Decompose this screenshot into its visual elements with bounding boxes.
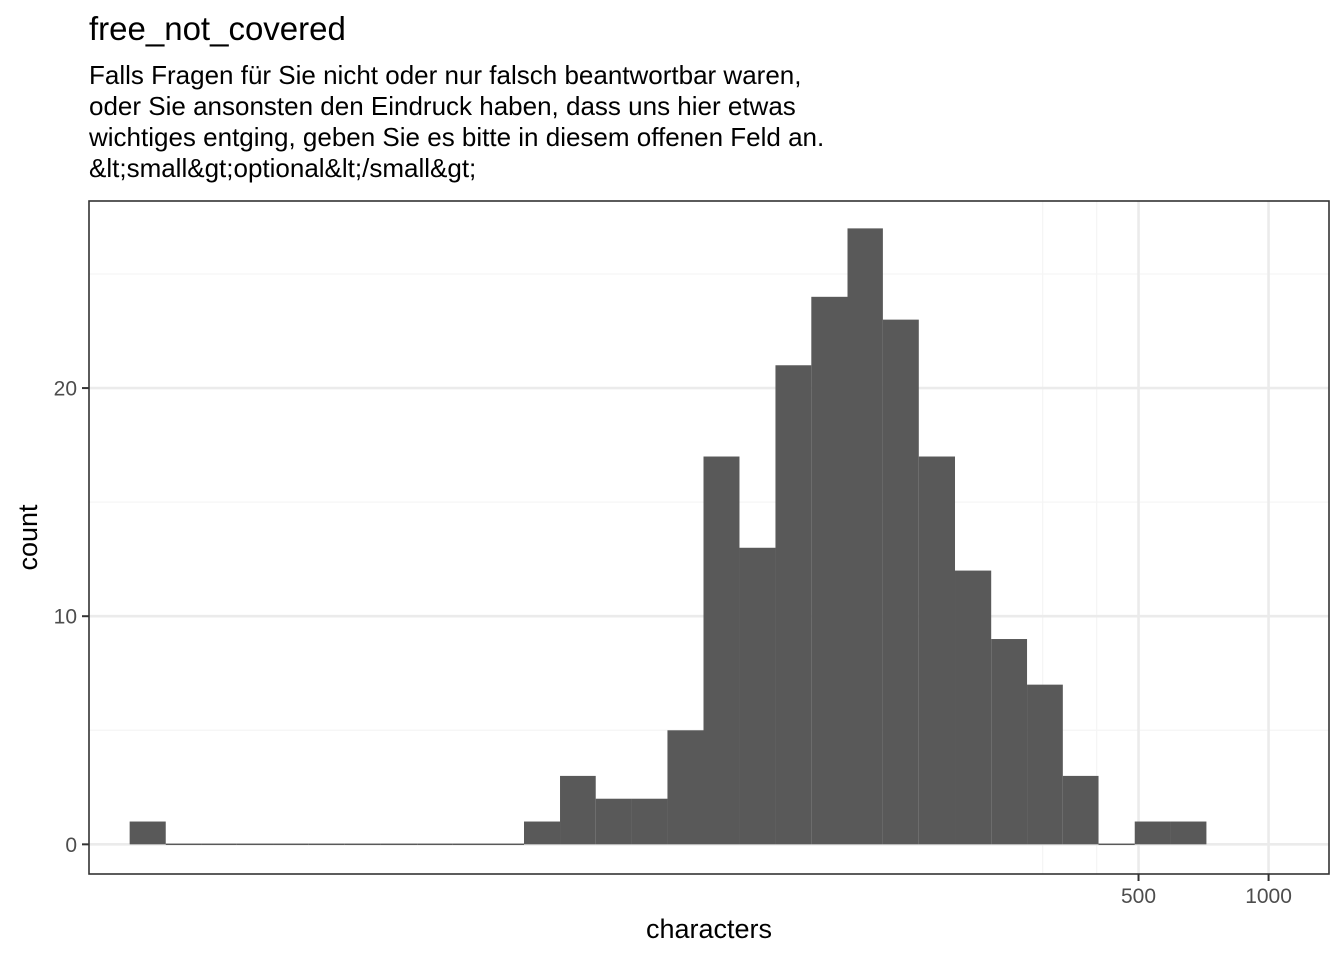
y-tick-label: 0 [65, 834, 77, 857]
chart-title: free_not_covered [89, 10, 346, 47]
x-axis-title: characters [646, 914, 772, 944]
histogram-bar [811, 296, 848, 845]
y-tick-label: 20 [54, 378, 77, 401]
histogram-bar [1170, 821, 1207, 845]
histogram-bar [775, 365, 812, 845]
panel-border [88, 200, 1330, 875]
x-tick-label: 500 [1121, 885, 1156, 908]
histogram-bar [667, 730, 704, 845]
axis-layer: 0 10 20 500 1000 [54, 378, 1292, 908]
histogram-bar [882, 319, 919, 845]
histogram-bar [631, 798, 668, 845]
bars-layer [129, 228, 1207, 846]
histogram-bar [1062, 775, 1099, 845]
histogram-bar [560, 775, 596, 845]
x-tick-label: 1000 [1245, 885, 1292, 908]
y-tick-label: 10 [54, 606, 77, 629]
histogram-bar [955, 570, 992, 845]
subtitle-line-3: wichtiges entging, geben Sie es bitte in… [89, 122, 825, 152]
y-axis-title: count [13, 504, 43, 571]
histogram-bar [1134, 821, 1171, 845]
histogram-bar [595, 798, 632, 845]
subtitle-line-4: &lt;small&gt;optional&lt;/small&gt; [89, 153, 477, 183]
histogram-bar [847, 228, 883, 845]
chart-subtitle: Falls Fragen für Sie nicht oder nur fals… [89, 60, 824, 184]
histogram-bar [129, 821, 166, 845]
histogram-bar [703, 456, 740, 845]
subtitle-line-2: oder Sie ansonsten den Eindruck haben, d… [89, 91, 796, 121]
subtitle-line-1: Falls Fragen für Sie nicht oder nur fals… [89, 60, 802, 90]
histogram-bar [1027, 684, 1063, 845]
histogram-bar [739, 547, 776, 845]
histogram-bar [991, 639, 1028, 845]
histogram-bar [524, 821, 561, 845]
histogram-bar [918, 456, 956, 845]
